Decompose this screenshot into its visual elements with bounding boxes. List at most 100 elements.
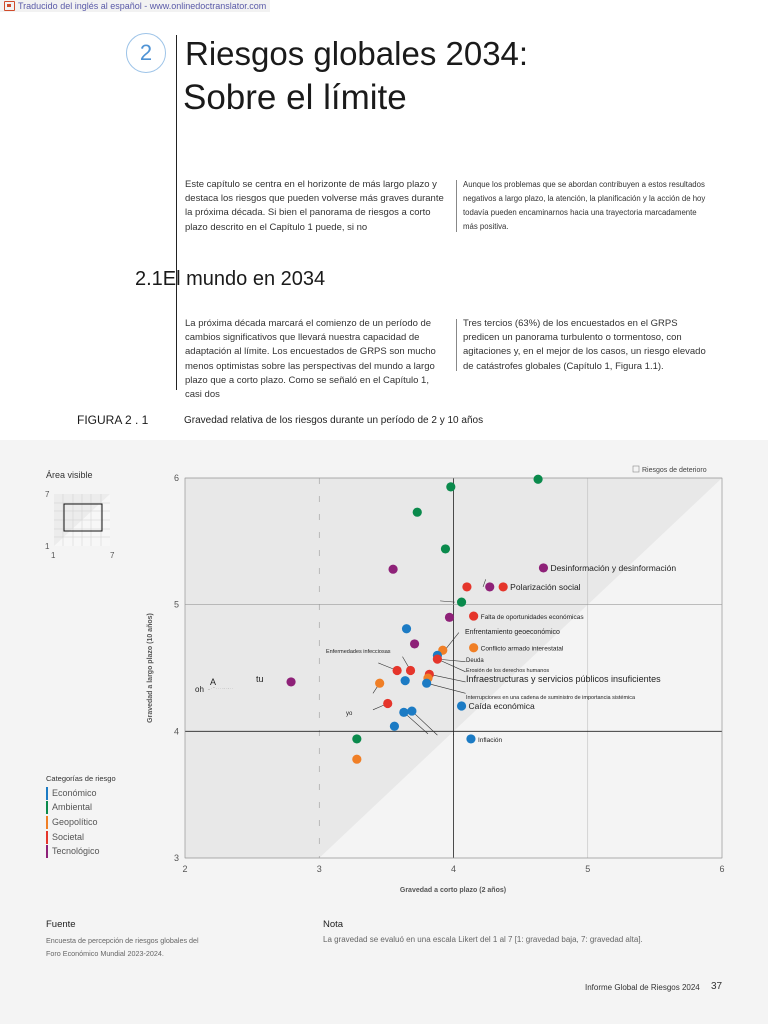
data-point (399, 707, 409, 717)
title-divider (176, 35, 177, 390)
data-point (538, 563, 549, 573)
point-label: Inflación (478, 737, 503, 744)
section-right-text: Tres tercios (63%) de los encuestados en… (463, 318, 706, 372)
leader-line (437, 658, 466, 673)
data-point (352, 734, 362, 744)
legend-item-geopolitical[interactable]: Geopolítico (46, 816, 98, 829)
grid-lines (184, 477, 723, 859)
data-point (456, 597, 467, 607)
section-heading: 2.1El mundo en 2034 (135, 268, 326, 290)
legend-swatch (46, 787, 48, 800)
annotation-oh: oh (195, 685, 204, 694)
y-tick-label: 6 (174, 473, 179, 483)
legend-title: Categorías de riesgo (46, 774, 116, 783)
annotation-human-rights: Erosión de los derechos humanos (466, 668, 549, 674)
x-tick-label: 2 (182, 864, 187, 874)
annotation-yo: yo (346, 711, 353, 717)
thumbnail-viewport (63, 503, 103, 532)
leader-line (440, 600, 455, 603)
data-point (392, 665, 402, 676)
translator-icon (4, 1, 15, 11)
leader-line (437, 658, 466, 662)
annotation-labels: Enfrentamiento geoeconómico Enfermedades… (195, 629, 661, 717)
data-point (352, 754, 362, 764)
data-point (400, 676, 410, 686)
intro-left-text: Este capítulo se centra en el horizonte … (185, 179, 444, 233)
point-labels: Desinformación y desinformación Polarizac… (469, 563, 677, 744)
data-point (383, 698, 393, 709)
legend-swatch (46, 831, 48, 844)
annotation-infectious: Enfermedades infecciosas (326, 649, 391, 655)
section-column-rule (456, 319, 457, 371)
legend-label: Ambiental (52, 802, 93, 812)
thumb-ymax: 7 (45, 490, 50, 499)
legend-swatch (46, 801, 48, 814)
y-tick-label: 4 (174, 726, 179, 736)
translation-banner[interactable]: Traducido del inglés al español - www.on… (0, 0, 271, 12)
data-point (444, 612, 455, 622)
data-points[interactable] (286, 474, 549, 764)
legend-swatch (46, 845, 48, 858)
point-label: Caída económica (469, 701, 535, 711)
note-heading: Nota (323, 919, 344, 930)
data-point (462, 582, 472, 592)
data-point (388, 564, 398, 574)
legend-label: Geopolítico (52, 817, 98, 827)
data-point (422, 678, 432, 688)
data-point (286, 677, 296, 687)
translation-banner-text: Traducido del inglés al español - www.on… (18, 1, 267, 11)
visible-area-label: Área visible (46, 470, 93, 480)
intro-column-rule (456, 180, 457, 232)
leader-line (411, 710, 438, 736)
figure-title: Gravedad relativa de los riesgos durante… (184, 415, 484, 426)
annotation-a: A (210, 677, 216, 687)
legend-label: Tecnológico (52, 846, 100, 856)
x-axis-title: Gravedad a corto plazo (2 años) (400, 887, 506, 894)
data-point (409, 639, 420, 649)
point-label: Conflicto armado interestatal (481, 646, 564, 653)
legend-item-technological[interactable]: Tecnológico (46, 845, 100, 858)
point-label: Polarización social (510, 582, 581, 592)
data-point (469, 643, 479, 653)
leader-line (482, 579, 487, 588)
thumb-xmin: 1 (51, 551, 56, 560)
x-tick-label: 4 (451, 864, 456, 874)
thumb-ymin: 1 (45, 542, 50, 551)
annotation-infrastructure: Infraestructuras y servicios públicos in… (466, 674, 661, 684)
data-point (432, 654, 442, 664)
legend-label: Económico (52, 788, 97, 798)
plot-border (184, 477, 723, 859)
y-axis-title: Gravedad a largo plazo (10 años) (147, 613, 154, 723)
y-tick-label: 5 (174, 600, 179, 610)
annotation-tu: tu (256, 674, 264, 684)
legend-swatch (46, 816, 48, 829)
data-point (533, 474, 543, 484)
legend-item-economic[interactable]: Económico (46, 787, 97, 800)
data-point (412, 507, 422, 517)
x-tick-label: 6 (719, 864, 724, 874)
data-point (485, 582, 495, 592)
figure-label: FIGURA 2 . 1 (77, 413, 149, 427)
data-point (469, 611, 479, 621)
data-point (375, 678, 385, 688)
point-label: Falta de oportunidades económicas (481, 614, 585, 621)
thumb-xmax: 7 (110, 551, 115, 560)
diagonal-region (319, 478, 722, 858)
data-point (407, 706, 417, 716)
x-tick-label: 5 (585, 864, 590, 874)
deterioration-legend: Riesgos de deterioro (632, 465, 707, 474)
visible-area-thumbnail[interactable]: 7 1 1 7 (45, 490, 115, 560)
leader-line (403, 712, 429, 735)
point-label: Desinformación y desinformación (550, 563, 676, 573)
intro-right-text: Aunque los problemas que se abordan cont… (463, 180, 706, 231)
source-heading: Fuente (46, 919, 76, 930)
leader-line (429, 674, 466, 683)
source-text: Encuesta de percepción de riesgos global… (46, 936, 199, 958)
data-point (440, 544, 451, 554)
legend-item-environmental[interactable]: Ambiental (46, 801, 92, 814)
legend-item-societal[interactable]: Societal (46, 831, 84, 844)
annotation-debt: Deuda (466, 658, 484, 664)
data-point (401, 624, 412, 634)
